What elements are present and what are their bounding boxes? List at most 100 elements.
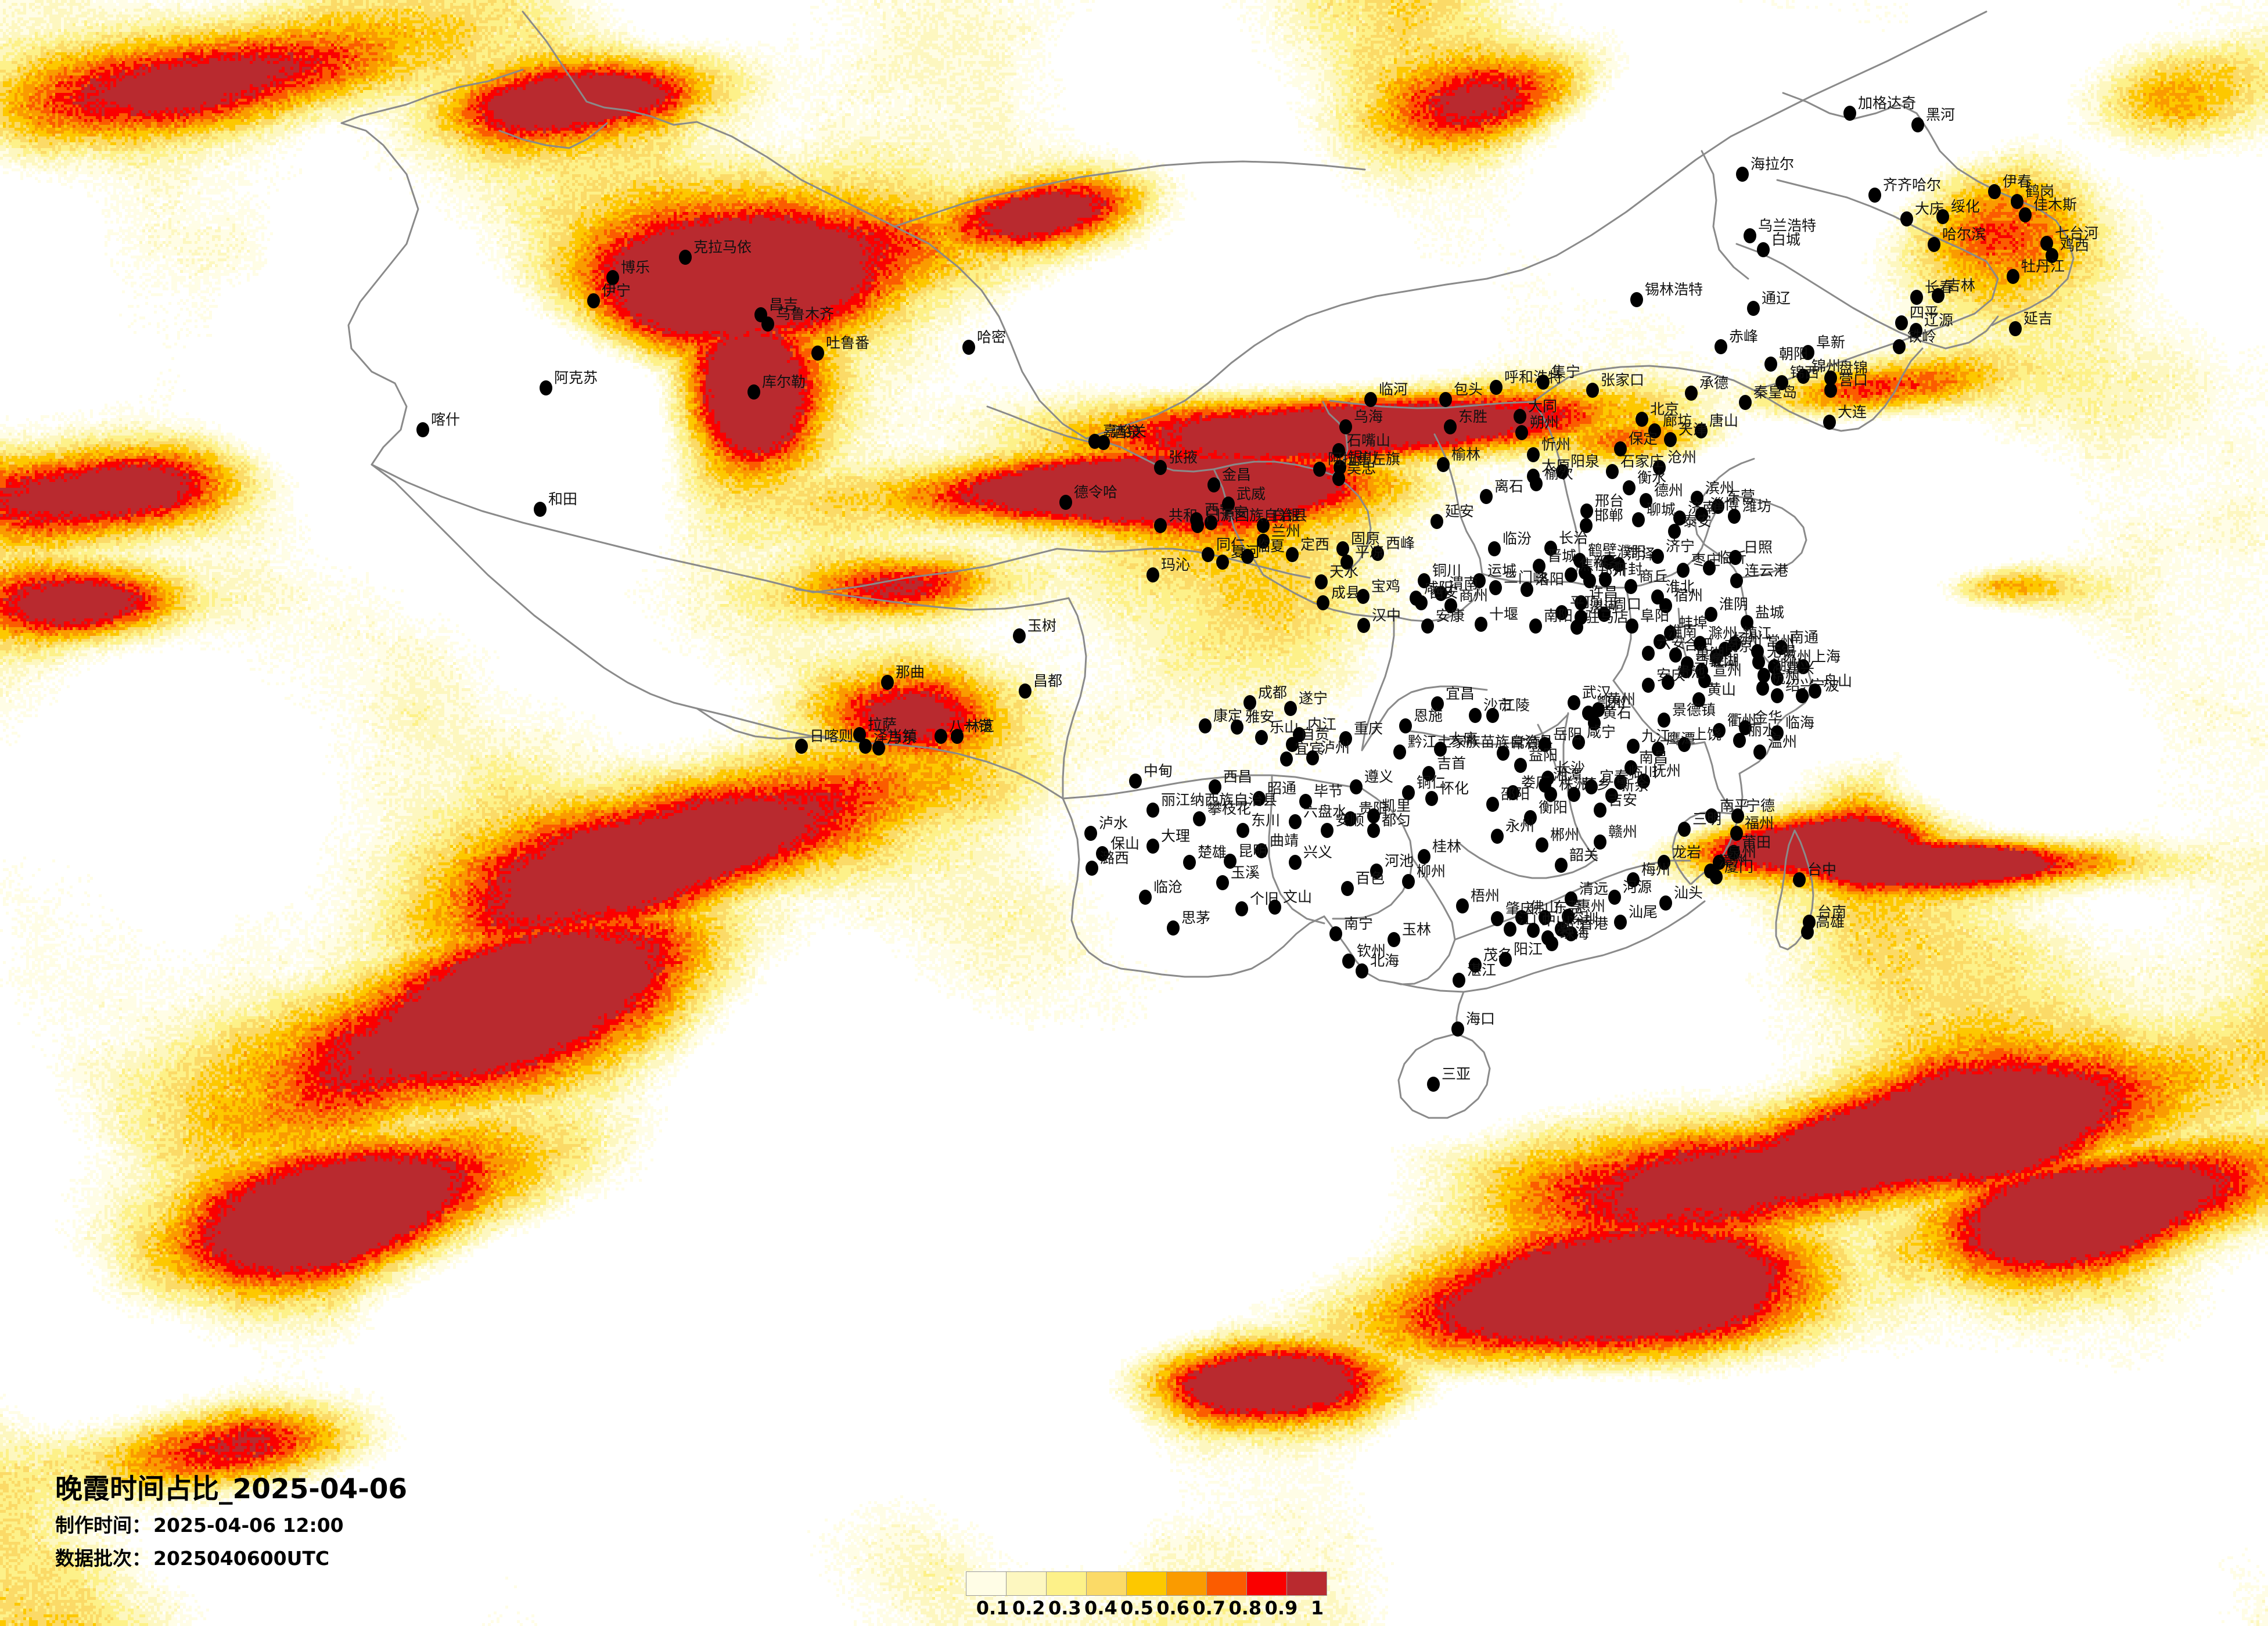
city-dot-icon [1768, 659, 1781, 674]
city-dot-icon [1824, 370, 1837, 386]
city-dot-icon [1544, 787, 1557, 802]
city-label: 南阳 [1544, 607, 1573, 624]
city-dot-icon [1664, 625, 1677, 641]
city-label: 济宁 [1666, 538, 1695, 555]
colorbar-tick-0.7: 0.7 [1192, 1597, 1226, 1619]
city-dot-icon [1694, 636, 1706, 651]
city-dot-icon [1796, 688, 1809, 703]
city-label: 嘉峪关 [1103, 423, 1147, 440]
boundary-jilin-liaoning [1735, 243, 1947, 350]
city-dot-icon [1624, 579, 1637, 594]
produced-time-label: 制作时间： [55, 1514, 151, 1537]
city-label: 秦皇岛 [1753, 384, 1798, 401]
province-boundaries [340, 10, 2075, 1119]
city-dot-icon [1306, 750, 1319, 765]
city-dot-icon [2019, 207, 2032, 222]
city-dot-icon [1268, 900, 1281, 915]
city-dot-icon [1911, 117, 1924, 132]
city-dot-icon [881, 675, 894, 690]
data-batch-value: 2025040600UTC [153, 1546, 330, 1570]
city-dot-icon [1364, 392, 1377, 407]
city-dot-icon [1207, 477, 1220, 492]
city-dot-icon [1602, 555, 1615, 570]
city-dot-icon [1231, 720, 1243, 735]
city-label: 汕尾 [1629, 904, 1658, 920]
boundary-xinjiang [340, 122, 419, 466]
city-dot-icon [1499, 952, 1512, 967]
city-label: 盐城 [1755, 604, 1785, 621]
city-label: 佳木斯 [2033, 196, 2077, 213]
city-dot-icon [1568, 695, 1580, 710]
city-label: 河源 [1623, 879, 1652, 895]
city-label: 绥化 [1951, 198, 1981, 215]
city-dot-icon [1235, 901, 1248, 916]
city-label: 长治 [1559, 530, 1588, 546]
city-dot-icon [1662, 675, 1674, 690]
title-block: 晚霞时间占比_2025-04-06 制作时间： 2025-04-06 12:00 … [55, 1475, 694, 1569]
city-label: 昆明 [1238, 843, 1268, 859]
city-label: 内江 [1307, 716, 1337, 733]
colorbar-tick-0.2: 0.2 [1012, 1597, 1045, 1619]
boundary-yunnan-w [1062, 797, 1141, 972]
boundary-xj-ne [696, 121, 896, 228]
city-dot-icon [1019, 684, 1031, 699]
city-label: 金昌 [1222, 466, 1252, 483]
city-dot-icon [1154, 518, 1167, 533]
city-dot-icon [1013, 628, 1026, 643]
city-dot-icon [1614, 775, 1627, 790]
city-label: 吉首 [1437, 755, 1467, 772]
city-label: 辽源 [1924, 312, 1954, 329]
city-label: 包头 [1454, 381, 1483, 398]
city-dot-icon [1435, 586, 1447, 601]
city-label: 武威 [1237, 485, 1266, 502]
city-label: 惠州 [1576, 898, 1606, 915]
city-dot-icon [1843, 106, 1856, 121]
city-label: 厦门 [1724, 858, 1754, 875]
city-label: 湛江 [1467, 962, 1497, 979]
city-label: 周口 [1612, 596, 1642, 613]
city-dot-icon [1640, 493, 1652, 508]
boundary-zhejiang-w [1703, 741, 1739, 815]
city-label: 石嘴山 [1347, 432, 1391, 449]
city-dot-icon [1336, 541, 1349, 556]
city-label: 泸州 [1321, 739, 1350, 756]
city-label: 淮阴 [1719, 596, 1749, 613]
city-dot-icon [1705, 808, 1718, 823]
city-label: 石家庄 [1620, 453, 1665, 470]
city-label: 北京 [1650, 401, 1680, 418]
city-dot-icon [1678, 737, 1691, 752]
city-label: 无锡 [1767, 643, 1796, 660]
city-label: 许昌 [1589, 584, 1619, 601]
city-dot-icon [1678, 822, 1691, 837]
city-dot-icon [1205, 515, 1217, 530]
city-label: 淮南 [1668, 623, 1698, 640]
city-dot-icon [859, 739, 872, 754]
city-label: 江陵 [1501, 697, 1530, 714]
city-label: 玉溪 [1231, 864, 1260, 881]
city-dot-icon [1868, 188, 1881, 203]
city-dot-icon [1744, 228, 1756, 243]
city-dot-icon [1473, 573, 1486, 588]
city-label: 成县 [1331, 584, 1361, 601]
city-label: 衡阳 [1539, 799, 1568, 816]
city-label: 梅州 [1641, 861, 1671, 878]
city-label: 泉州 [1727, 844, 1757, 861]
boundary-qh-gs [1213, 468, 1264, 576]
city-label: 临夏 [1256, 538, 1285, 555]
city-label: 酒泉 [1112, 424, 1141, 441]
city-label: 牡丹江 [2021, 258, 2065, 275]
colorbar-swatch-1 [966, 1572, 1007, 1595]
city-label: 雅安 [1245, 708, 1275, 725]
city-dot-icon [2007, 269, 2019, 284]
boundary-xj-kz [340, 69, 524, 124]
city-dot-icon [1988, 184, 2001, 199]
city-dot-icon [1771, 671, 1784, 686]
city-label: 漳州 [1719, 852, 1748, 869]
city-dot-icon [1654, 634, 1666, 649]
city-dot-icon [416, 422, 429, 437]
city-label: 宝鸡 [1371, 578, 1401, 595]
city-dot-icon [1695, 507, 1708, 522]
city-label: 文山 [1283, 888, 1313, 905]
city-dot-icon [1199, 718, 1212, 733]
